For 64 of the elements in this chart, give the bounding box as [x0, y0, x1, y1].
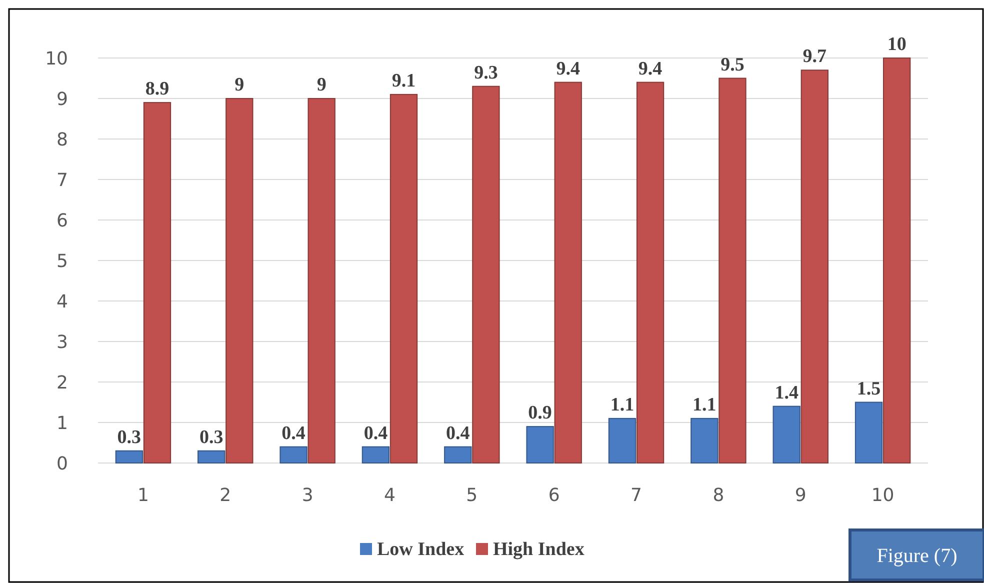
bar — [115, 450, 143, 464]
x-tick-label: 6 — [548, 485, 560, 506]
bar — [308, 98, 336, 464]
x-tick-label: 9 — [794, 485, 806, 506]
data-label: 9 — [234, 74, 244, 96]
data-label: 0.4 — [364, 422, 388, 444]
y-tick-label: 6 — [56, 210, 68, 232]
y-tick-label: 9 — [56, 88, 68, 110]
bar — [444, 446, 472, 464]
y-tick-label: 1 — [56, 412, 68, 434]
bar — [636, 82, 664, 464]
data-label: 9.1 — [392, 70, 416, 92]
y-tick-label: 5 — [56, 250, 68, 272]
bar — [526, 426, 554, 464]
bar — [883, 58, 911, 464]
x-tick-label: 1 — [137, 485, 149, 506]
data-label: 9.7 — [802, 46, 828, 68]
y-tick-label: 8 — [56, 129, 68, 150]
bar — [554, 82, 582, 464]
bar — [198, 450, 226, 464]
data-label: 10 — [887, 34, 906, 55]
data-label: 0.3 — [117, 426, 142, 448]
data-label: 8.9 — [145, 78, 170, 100]
x-tick-label: 2 — [220, 485, 232, 506]
y-tick-label: 4 — [56, 291, 68, 312]
data-label: 9.5 — [720, 54, 744, 76]
data-label: 1.1 — [610, 394, 634, 416]
bar — [800, 70, 828, 464]
data-label: 1.1 — [692, 394, 716, 416]
y-tick-label: 3 — [56, 332, 68, 353]
bar — [390, 94, 418, 464]
data-label: 0.4 — [282, 422, 306, 444]
bar — [472, 86, 500, 464]
x-tick-label: 7 — [630, 485, 642, 506]
legend-label: Low Index — [377, 539, 465, 560]
legend-label: High Index — [493, 539, 585, 560]
x-tick-label: 3 — [302, 485, 314, 506]
x-tick-label: 5 — [466, 485, 478, 506]
bar — [280, 446, 308, 464]
bar — [718, 78, 746, 464]
y-tick-label: 2 — [56, 372, 68, 394]
data-label: 0.9 — [528, 402, 552, 424]
data-label: 9.4 — [638, 58, 663, 80]
data-label: 1.4 — [774, 382, 799, 404]
data-label: 9.4 — [556, 58, 580, 80]
y-tick-label: 7 — [56, 170, 68, 191]
data-label: 9.3 — [474, 62, 498, 84]
data-label: 9 — [316, 74, 326, 96]
x-tick-label: 4 — [384, 485, 396, 506]
bar — [226, 98, 254, 464]
text: Figure (7) — [876, 545, 958, 567]
bar — [143, 102, 172, 464]
data-label: 0.4 — [446, 422, 470, 444]
bar — [690, 418, 718, 464]
bar — [772, 406, 800, 464]
x-tick-label: 8 — [712, 485, 724, 506]
y-tick-label: 10 — [45, 48, 68, 70]
data-label: 0.3 — [199, 426, 224, 448]
bar — [854, 402, 883, 464]
bar — [608, 418, 636, 464]
y-tick-label: 0 — [56, 453, 68, 474]
data-label: 1.5 — [856, 378, 881, 400]
x-tick-label: 10 — [871, 485, 894, 506]
bar — [362, 446, 390, 464]
